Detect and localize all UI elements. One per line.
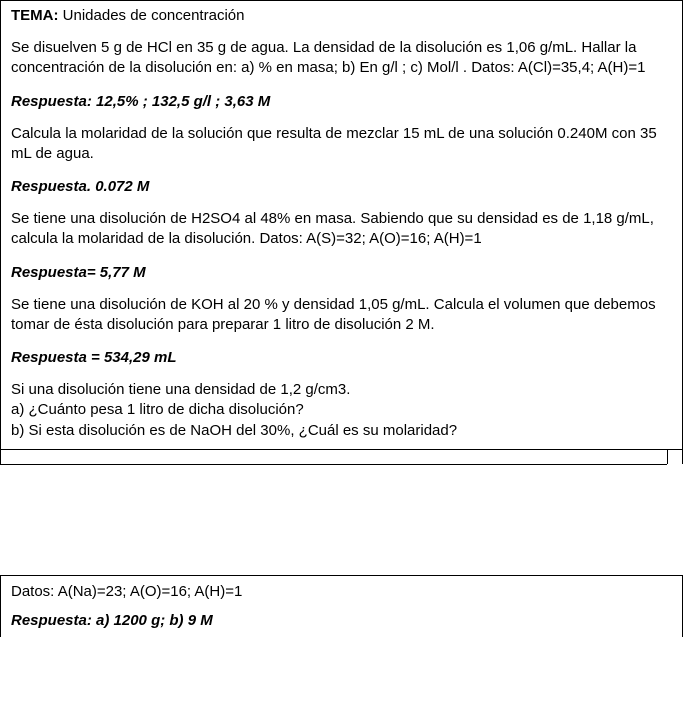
- problem-1-question: Se disuelven 5 g de HCl en 35 g de agua.…: [11, 38, 672, 79]
- worksheet-cell-bottom: Datos: A(Na)=23; A(O)=16; A(H)=1 Respues…: [0, 575, 683, 637]
- problem-5-question: Si una disolución tiene una densidad de …: [11, 380, 672, 441]
- problem-5-line2: a) ¿Cuánto pesa 1 litro de dicha disoluc…: [11, 401, 304, 418]
- problem-5-line3: b) Si esta disolución es de NaOH del 30%…: [11, 422, 457, 439]
- problem-3-answer: Respuesta= 5,77 M: [11, 264, 672, 281]
- problem-5-answer: Respuesta: a) 1200 g; b) 9 M: [11, 612, 672, 629]
- worksheet-cell-top: TEMA: Unidades de concentración Se disue…: [0, 0, 683, 450]
- topic-line: TEMA: Unidades de concentración: [11, 7, 672, 24]
- problem-2-answer: Respuesta. 0.072 M: [11, 178, 672, 195]
- topic-text: Unidades de concentración: [63, 7, 245, 24]
- row-divider-right: [667, 450, 683, 464]
- problem-5-line1: Si una disolución tiene una densidad de …: [11, 381, 350, 398]
- problem-4-answer: Respuesta = 534,29 mL: [11, 349, 672, 366]
- problem-2-question: Calcula la molaridad de la solución que …: [11, 124, 672, 165]
- blank-gap: [0, 465, 683, 575]
- problem-1-answer: Respuesta: 12,5% ; 132,5 g/l ; 3,63 M: [11, 93, 672, 110]
- problem-4-question: Se tiene una disolución de KOH al 20 % y…: [11, 295, 672, 336]
- topic-label: TEMA:: [11, 7, 59, 24]
- row-divider-left: [0, 450, 667, 465]
- row-divider: [0, 450, 683, 465]
- problem-5-datos: Datos: A(Na)=23; A(O)=16; A(H)=1: [11, 582, 672, 602]
- problem-3-question: Se tiene una disolución de H2SO4 al 48% …: [11, 209, 672, 250]
